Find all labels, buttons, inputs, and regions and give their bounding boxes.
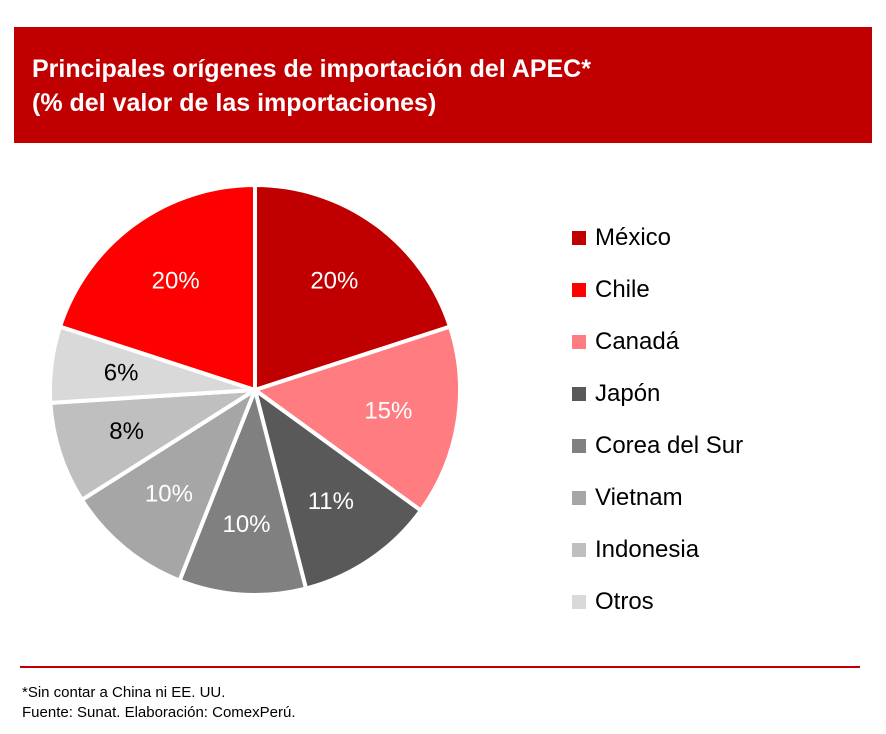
pie-slice-label-5: 8% — [109, 418, 144, 445]
legend-swatch — [572, 543, 586, 557]
legend-label: Corea del Sur — [595, 432, 744, 459]
chart-title: Principales orígenes de importación del … — [32, 55, 591, 83]
legend-label: Japón — [595, 380, 661, 407]
legend-item: México — [572, 212, 743, 264]
legend-item: Corea del Sur — [572, 420, 743, 472]
pie-slice-7 — [58, 183, 257, 392]
chart-subtitle: (% del valor de las importaciones) — [32, 89, 437, 117]
legend-swatch — [572, 387, 586, 401]
legend-swatch — [572, 439, 586, 453]
legend-item: Canadá — [572, 316, 743, 368]
pie-slice-1 — [253, 324, 462, 513]
pie-slice-0 — [253, 183, 452, 392]
pie-slice-label-3: 10% — [222, 511, 270, 538]
pie-slice-label-0: 20% — [310, 267, 358, 294]
chart-legend: México Chile Canadá Japón Corea del Sur Vietn… — [572, 212, 743, 628]
legend-label: Otros — [595, 588, 654, 615]
legend-item: Japón — [572, 368, 743, 420]
legend-label: Indonesia — [595, 536, 700, 563]
pie-slice-label-6: 6% — [104, 360, 139, 387]
chart-header: Principales orígenes de importación del … — [14, 27, 872, 143]
legend-swatch — [572, 231, 586, 245]
footnote: *Sin contar a China ni EE. UU. Fuente: S… — [22, 683, 296, 723]
legend-label: México — [595, 224, 672, 251]
pie-slice-2 — [253, 388, 423, 591]
legend-item: Chile — [572, 264, 743, 316]
legend-swatch — [572, 283, 586, 297]
pie-slice-label-2: 11% — [308, 488, 354, 515]
pie-slice-4 — [79, 388, 257, 583]
legend-label: Canadá — [595, 328, 680, 355]
footnote-note: *Sin contar a China ni EE. UU. — [22, 684, 226, 701]
legend-swatch — [572, 595, 586, 609]
legend-swatch — [572, 335, 586, 349]
pie-slice-label-7: 20% — [152, 267, 200, 294]
pie-slice-label-1: 15% — [364, 398, 412, 425]
pie-slice-label-4: 10% — [145, 481, 193, 508]
legend-item: Vietnam — [572, 472, 743, 524]
legend-swatch — [572, 491, 586, 505]
footer-divider — [20, 666, 860, 668]
pie-chart: 20% 15% 11% 10% 10% 8% 6% 20% — [48, 183, 462, 597]
legend-label: Vietnam — [595, 484, 683, 511]
legend-item: Indonesia — [572, 524, 743, 576]
legend-label: Chile — [595, 276, 650, 303]
footnote-source: Fuente: Sunat. Elaboración: ComexPerú. — [22, 704, 296, 721]
legend-item: Otros — [572, 576, 743, 628]
pie-slice-3 — [177, 388, 308, 597]
